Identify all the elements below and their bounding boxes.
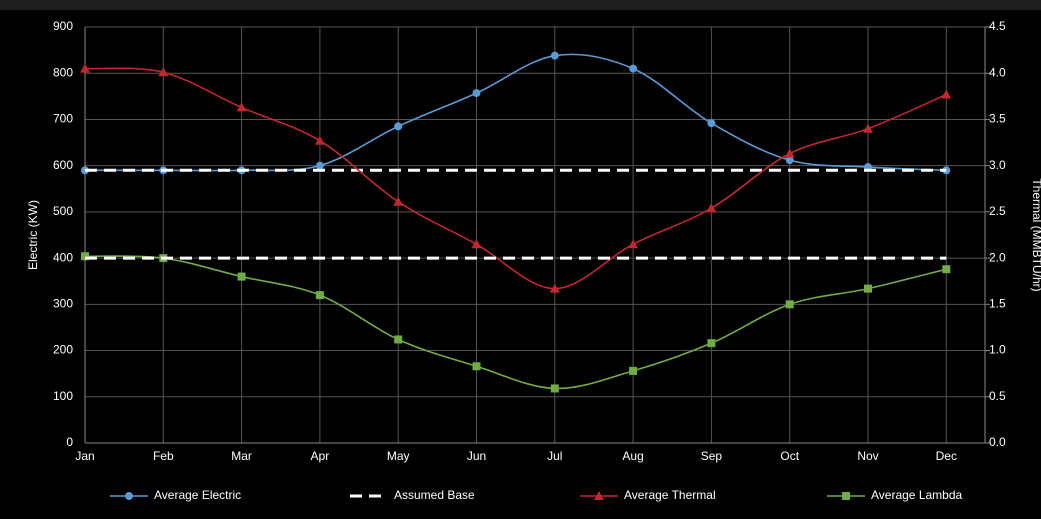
point (81, 252, 89, 261)
point (394, 335, 403, 344)
point (550, 51, 559, 60)
y2-tick-label: 1.5 (989, 297, 1006, 311)
y-tick-label: 600 (53, 158, 73, 172)
y2-tick-label: 1.0 (989, 343, 1006, 357)
point (628, 239, 639, 249)
x-tick-label: Jun (467, 449, 486, 463)
y-tick-label: 400 (53, 250, 73, 264)
y-tick-label: 200 (53, 343, 73, 357)
legend-label: Average Thermal (624, 488, 716, 502)
point (942, 265, 951, 274)
point (864, 284, 872, 293)
x-tick-label: Jan (75, 449, 94, 463)
x-tick-label: Nov (857, 449, 878, 463)
y-tick-label: 0 (66, 435, 73, 449)
y2-tick-label: 3.5 (989, 112, 1006, 126)
y-tick-label: 900 (53, 19, 73, 33)
point (393, 196, 404, 206)
point (315, 161, 324, 170)
x-tick-label: Dec (936, 449, 957, 463)
point (314, 135, 325, 145)
point (550, 384, 559, 393)
point (315, 291, 324, 300)
y-axis-label: Electric (KW) (26, 200, 40, 270)
legend-label: Average Lambda (871, 488, 963, 502)
y2-tick-label: 0.0 (989, 435, 1006, 449)
point (785, 300, 794, 309)
point (942, 166, 951, 175)
point (707, 339, 716, 348)
y-tick-label: 100 (53, 389, 73, 403)
y-tick-label: 800 (53, 65, 73, 79)
y2-tick-label: 4.0 (989, 65, 1006, 79)
point (125, 492, 133, 500)
point (784, 148, 795, 158)
y-tick-label: 500 (53, 204, 73, 218)
legend-label: Average Electric (154, 488, 241, 502)
point (629, 366, 638, 375)
point (237, 272, 246, 281)
y-tick-label: 300 (53, 297, 73, 311)
y2-tick-label: 2.5 (989, 204, 1006, 218)
point (629, 64, 638, 73)
point (941, 89, 952, 99)
x-tick-label: Sep (701, 449, 723, 463)
point (80, 63, 90, 73)
x-tick-label: Oct (780, 449, 799, 463)
point (549, 283, 560, 293)
x-tick-label: Jul (547, 449, 562, 463)
x-tick-label: Feb (153, 449, 174, 463)
y2-tick-label: 2.0 (989, 250, 1006, 264)
y2-tick-label: 4.5 (989, 19, 1006, 33)
x-tick-label: Mar (231, 449, 252, 463)
point (785, 156, 794, 165)
x-tick-label: Apr (311, 449, 330, 463)
point (706, 203, 717, 213)
y-tick-label: 700 (53, 112, 73, 126)
x-tick-label: Aug (622, 449, 643, 463)
point (842, 492, 850, 500)
y2-tick-label: 0.5 (989, 389, 1006, 403)
point (471, 239, 482, 249)
x-tick-label: May (387, 449, 410, 463)
legend-label: Assumed Base (394, 488, 475, 502)
point (863, 123, 873, 133)
point (158, 67, 169, 77)
point (594, 491, 604, 500)
point (236, 102, 247, 112)
y2-axis-label: Thermal (MMBTU/hr) (1030, 178, 1041, 291)
point (707, 119, 716, 128)
point (394, 122, 403, 131)
point (472, 362, 481, 371)
y2-tick-label: 3.0 (989, 158, 1006, 172)
point (472, 89, 481, 98)
